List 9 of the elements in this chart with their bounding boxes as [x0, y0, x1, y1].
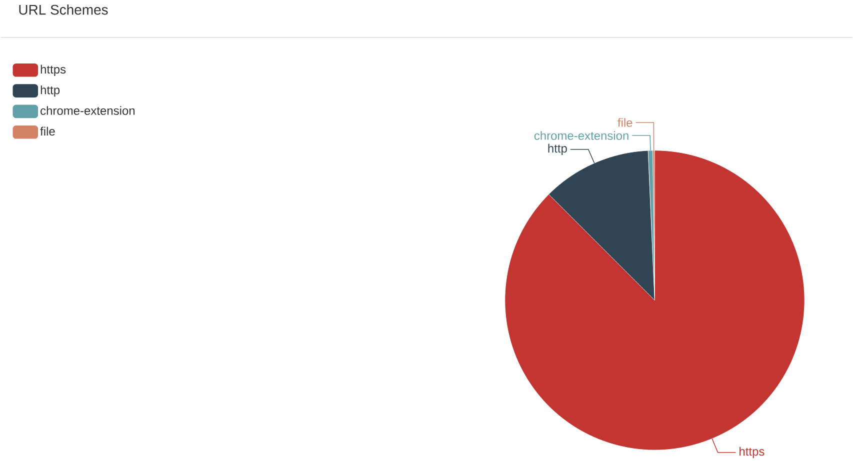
chart-title: URL Schemes — [19, 4, 108, 15]
slice-label: https — [740, 447, 764, 458]
slice-label: file — [618, 118, 632, 128]
slice-label: http — [548, 144, 567, 156]
legend-label: chrome-extension — [40, 106, 135, 116]
legend-label: http — [40, 86, 60, 97]
legend-label: https — [40, 64, 66, 76]
slice-label: chrome-extension — [534, 131, 628, 140]
legend-label: file — [40, 126, 55, 136]
